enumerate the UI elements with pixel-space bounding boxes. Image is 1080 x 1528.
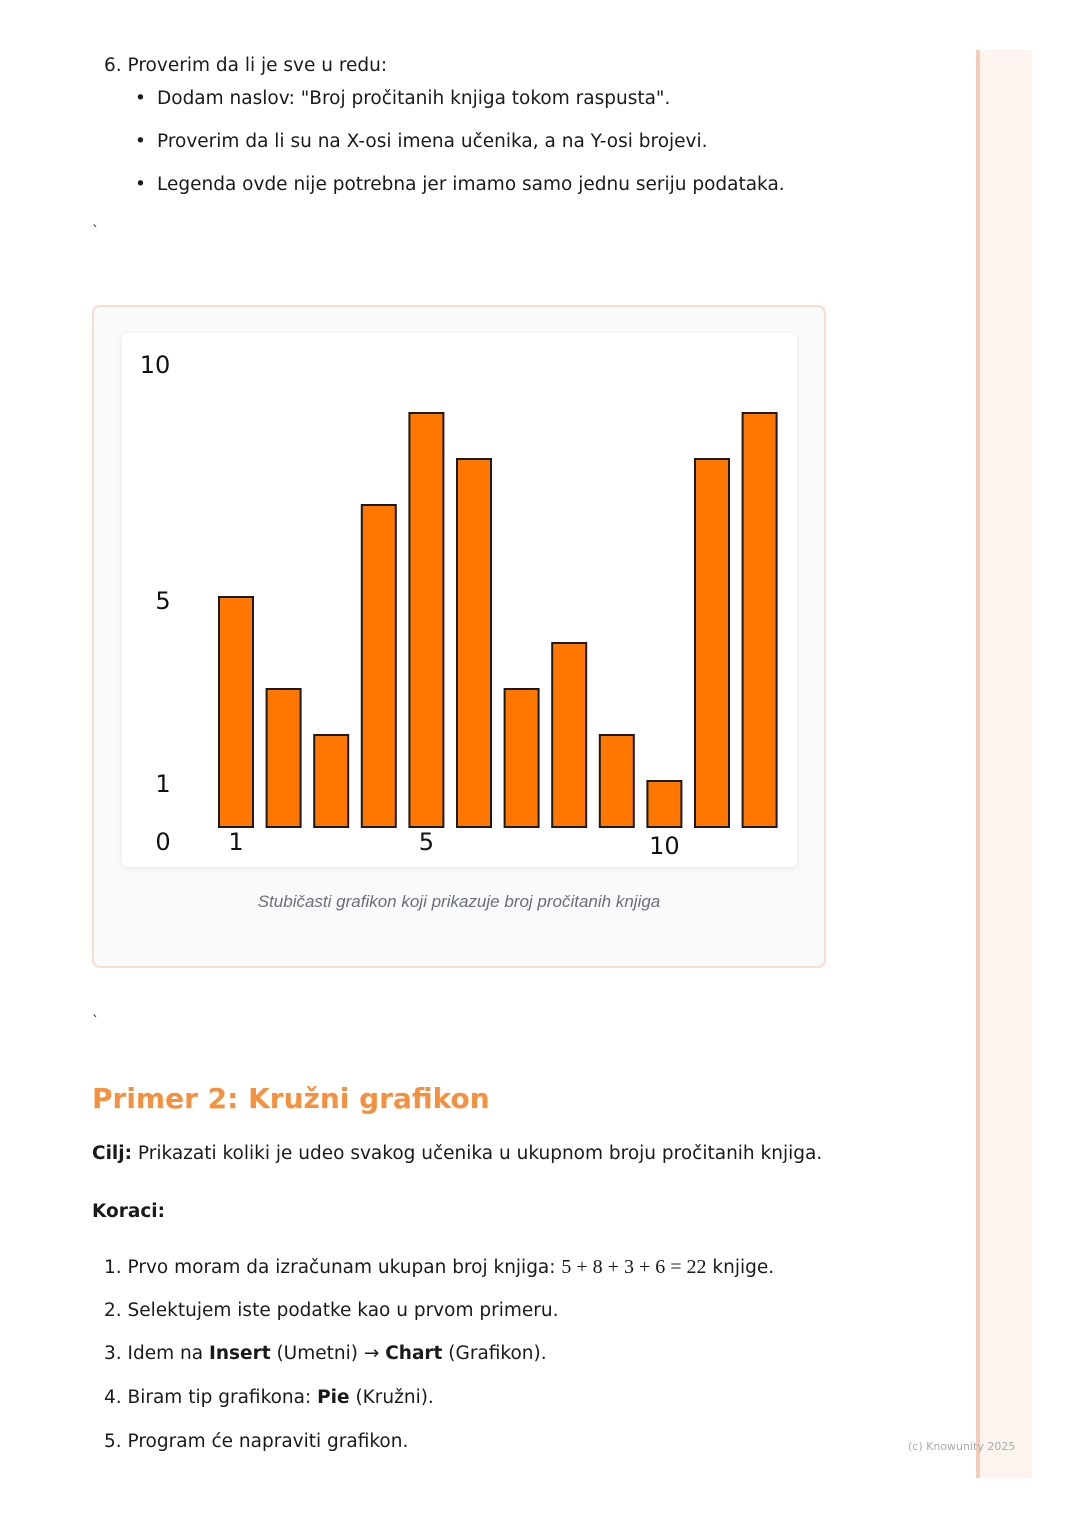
page-margin-bar (976, 50, 1032, 1478)
y-tick-label: 5 (155, 587, 170, 615)
bar (646, 780, 683, 828)
bar (456, 458, 492, 828)
step-3: 3. Idem na Insert (Umetni) → Chart (Graf… (104, 1343, 547, 1364)
bar (694, 458, 730, 828)
bar (741, 412, 778, 828)
goal-paragraph: Cilj: Prikazati koliki je udeo svakog uč… (92, 1143, 822, 1164)
x-tick-label: 5 (419, 828, 434, 856)
step-text: 1. Prvo moram da izračunam ukupan broj k… (104, 1257, 562, 1278)
step-text: 4. Biram tip grafikona: (104, 1387, 318, 1408)
x-tick-label: 1 (228, 828, 243, 856)
step-text: (Grafikon). (442, 1343, 547, 1364)
stray-backtick: ` (92, 224, 99, 240)
bar (551, 642, 588, 828)
step-2: 2. Selektujem iste podatke kao u prvom p… (104, 1300, 559, 1321)
bar (218, 596, 254, 828)
step-5: 5. Program će napraviti grafikon. (104, 1431, 409, 1452)
bar (313, 734, 350, 828)
bold-term: Insert (208, 1343, 271, 1364)
y-tick-label: 0 (155, 828, 170, 856)
bold-term: Chart (385, 1343, 443, 1364)
section-heading: Primer 2: Kružni grafikon (92, 1082, 490, 1115)
step-text: 3. Idem na (104, 1343, 209, 1364)
steps-label: Koraci: (92, 1201, 166, 1222)
goal-label: Cilj: (92, 1143, 132, 1164)
bullet-item: Proverim da li su na X-osi imena učenika… (135, 131, 707, 152)
step-text: (Kružni). (349, 1387, 434, 1408)
step-1: 1. Prvo moram da izračunam ukupan broj k… (104, 1256, 774, 1279)
bold-term: Pie (317, 1387, 350, 1408)
goal-text: Prikazati koliki je udeo svakog učenika … (132, 1143, 823, 1164)
bar (360, 504, 397, 828)
y-tick-label: 10 (140, 351, 171, 379)
bullet-item: Legenda ovde nije potrebna jer imamo sam… (135, 174, 785, 195)
chart-caption: Stubičasti grafikon koji prikazuje broj … (257, 892, 661, 911)
chart-panel: 10 5 1 0 1 5 10 (122, 333, 797, 867)
bar (503, 688, 540, 828)
bar (265, 688, 302, 828)
y-tick-label: 1 (155, 770, 170, 798)
bar (408, 412, 445, 828)
step-6-title: 6. Proverim da li je sve u redu: (104, 55, 388, 76)
bullet-item: Dodam naslov: "Broj pročitanih knjiga to… (135, 88, 670, 109)
bar (598, 734, 635, 828)
step-4: 4. Biram tip grafikona: Pie (Kružni). (104, 1387, 434, 1408)
x-tick-label: 10 (649, 832, 680, 860)
stray-backtick: ` (92, 1014, 99, 1030)
step-text: (Umetni) → (270, 1343, 386, 1364)
copyright-footer: (c) Knowunity 2025 (908, 1440, 1016, 1453)
formula: 5 + 8 + 3 + 6 = 22 (561, 1256, 707, 1278)
step-text: knjige. (706, 1257, 775, 1278)
